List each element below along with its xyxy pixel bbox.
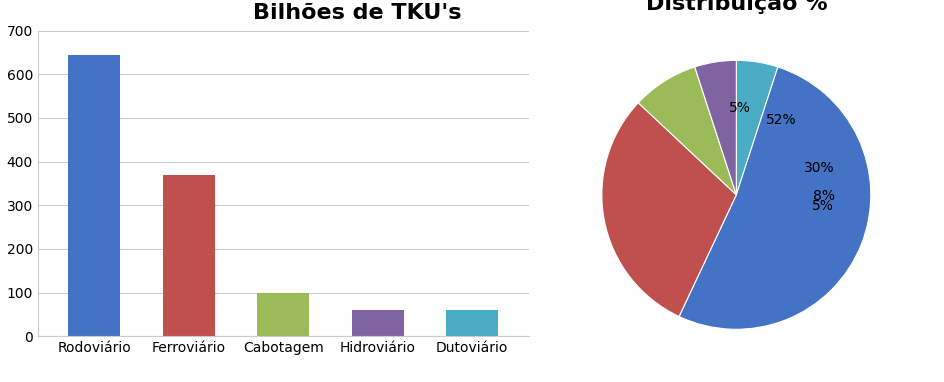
Text: 30%: 30%	[804, 161, 834, 175]
Bar	[447, 310, 498, 336]
Bar	[258, 293, 310, 336]
Bar	[352, 310, 404, 336]
Wedge shape	[736, 60, 778, 195]
Title: Distribuição %: Distribuição %	[646, 0, 827, 14]
Wedge shape	[602, 103, 736, 316]
Bar	[163, 175, 215, 336]
Wedge shape	[695, 60, 736, 195]
Text: 5%: 5%	[812, 199, 834, 213]
Title: Bilhões de TKU's: Bilhões de TKU's	[253, 3, 461, 23]
Wedge shape	[638, 67, 736, 195]
Wedge shape	[679, 67, 870, 329]
Text: 52%: 52%	[766, 113, 797, 127]
Text: 8%: 8%	[813, 189, 834, 203]
Text: 5%: 5%	[729, 100, 751, 115]
Bar	[69, 55, 121, 336]
